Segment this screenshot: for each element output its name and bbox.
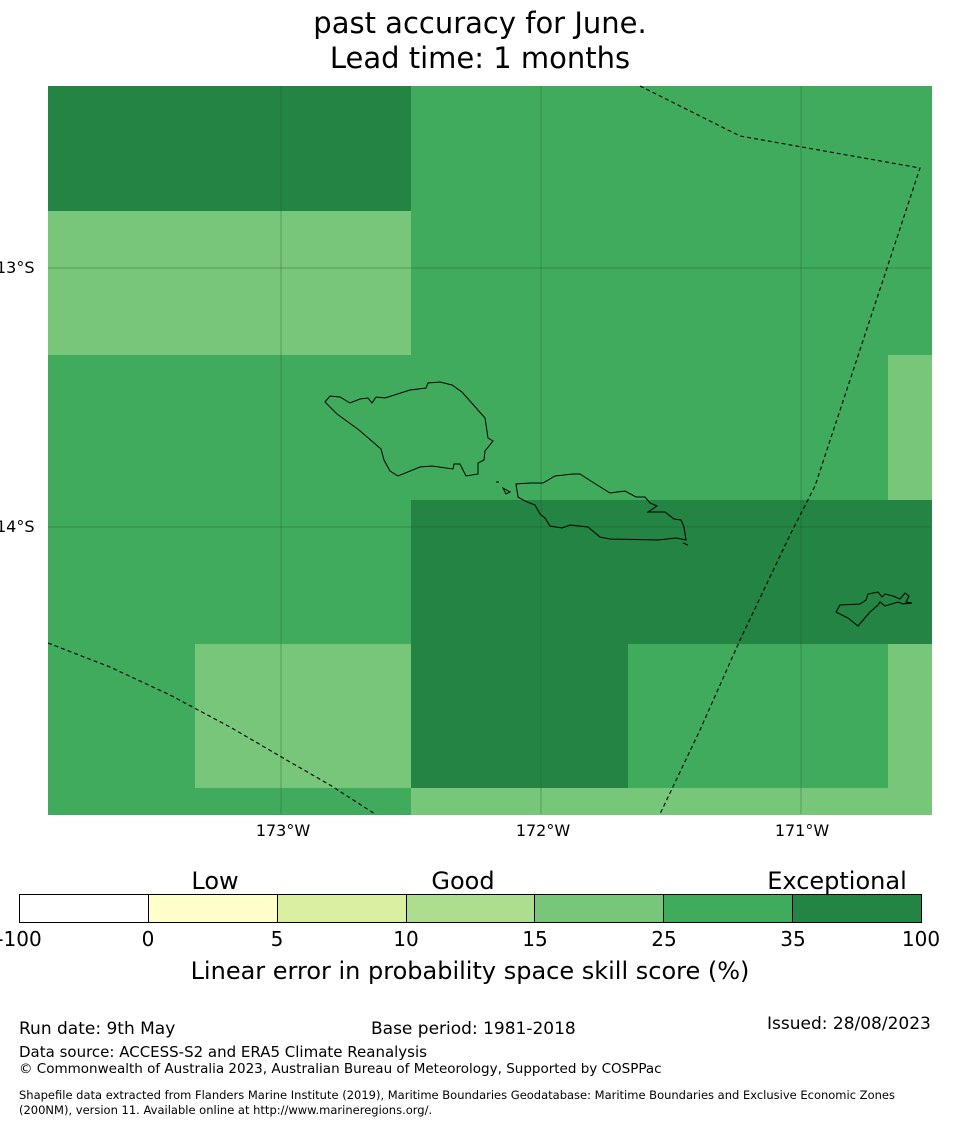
skill-cell (48, 788, 196, 815)
lon-label-171w: 171°W (774, 821, 830, 840)
skill-cell (888, 644, 932, 789)
legend-swatch (535, 895, 665, 922)
skill-cells (48, 86, 932, 815)
skill-cell (628, 86, 845, 212)
skill-cell (195, 211, 412, 356)
skill-cell (195, 788, 412, 815)
legend-axis-label: Linear error in probability space skill … (190, 957, 750, 985)
legend-tick: 25 (651, 927, 677, 951)
data-source: Data source: ACCESS-S2 and ERA5 Climate … (19, 1043, 427, 1061)
eez-boundary-north (639, 85, 921, 815)
coastlines (324, 381, 913, 627)
legend-colorbar (19, 894, 922, 923)
map-title-line-1: past accuracy for June. (313, 6, 647, 40)
lat-label-13s: 13°S (0, 258, 35, 277)
skill-cell (888, 355, 932, 501)
legend-swatch (793, 895, 922, 922)
legend-tick: 0 (141, 927, 155, 951)
legend-tick: 35 (780, 927, 806, 951)
skill-cell (888, 211, 932, 356)
skill-cell (411, 788, 629, 815)
skill-cell (628, 211, 845, 356)
shapefile-credit-line-2: (200NM), version 11. Available online at… (19, 1103, 433, 1117)
skill-cell (888, 500, 932, 645)
skill-cell (48, 500, 196, 645)
legend-tick: 100 (901, 927, 941, 951)
lon-label-173w: 173°W (255, 821, 311, 840)
skill-score-map (47, 85, 932, 815)
skill-cell (411, 500, 629, 645)
skill-cell (628, 500, 845, 645)
lat-label-14s: 14°S (0, 517, 35, 536)
skill-cell (628, 355, 845, 501)
legend-swatch (20, 895, 149, 922)
issued-date: Issued: 28/08/2023 (767, 1014, 931, 1034)
legend-tick: 5 (270, 927, 284, 951)
skill-cell (888, 86, 932, 212)
skill-cell (844, 355, 889, 501)
copyright-notice: © Commonwealth of Australia 2023, Austra… (19, 1061, 662, 1077)
legend-category-exceptional: Exceptional (767, 867, 907, 895)
skill-cell (195, 86, 412, 212)
skill-cell (48, 644, 196, 789)
skill-cell (195, 500, 412, 645)
skill-cell (411, 211, 629, 356)
skill-cell (48, 355, 196, 501)
eez-boundary-south (47, 642, 376, 815)
apolima-manono-islets (496, 481, 512, 495)
legend-category-low: Low (191, 867, 239, 895)
skill-cell (628, 788, 845, 815)
skill-cell (48, 211, 196, 356)
skill-cell (888, 788, 932, 815)
maritime-boundaries (47, 85, 921, 815)
legend-tick: 15 (522, 927, 548, 951)
legend-tick: 10 (393, 927, 419, 951)
skill-cell (628, 644, 845, 789)
graticule (48, 86, 931, 814)
skill-cell (844, 86, 889, 212)
upolu-island (515, 473, 687, 541)
skill-cell (411, 355, 629, 501)
legend-swatch (406, 895, 536, 922)
legend-tick: -100 (0, 927, 42, 951)
run-date: Run date: 9th May (19, 1019, 176, 1039)
skill-cell (844, 788, 889, 815)
legend-swatch (664, 895, 794, 922)
tutuila-island (835, 591, 913, 627)
base-period: Base period: 1981-2018 (371, 1019, 576, 1039)
upolu-east-cape (682, 542, 689, 546)
legend-swatch (277, 895, 407, 922)
legend-category-good: Good (431, 867, 495, 895)
skill-cell (844, 644, 889, 789)
shapefile-credit-line-1: Shapefile data extracted from Flanders M… (19, 1088, 895, 1102)
skill-cell (195, 644, 412, 789)
skill-cell (411, 644, 629, 789)
skill-cell (48, 86, 196, 212)
map-title-line-2: Lead time: 1 months (329, 41, 631, 75)
legend-swatch (148, 895, 278, 922)
savaii-island (324, 381, 494, 477)
skill-cell (195, 355, 412, 501)
lon-label-172w: 172°W (515, 821, 571, 840)
skill-cell (411, 86, 629, 212)
skill-cell (844, 500, 889, 645)
